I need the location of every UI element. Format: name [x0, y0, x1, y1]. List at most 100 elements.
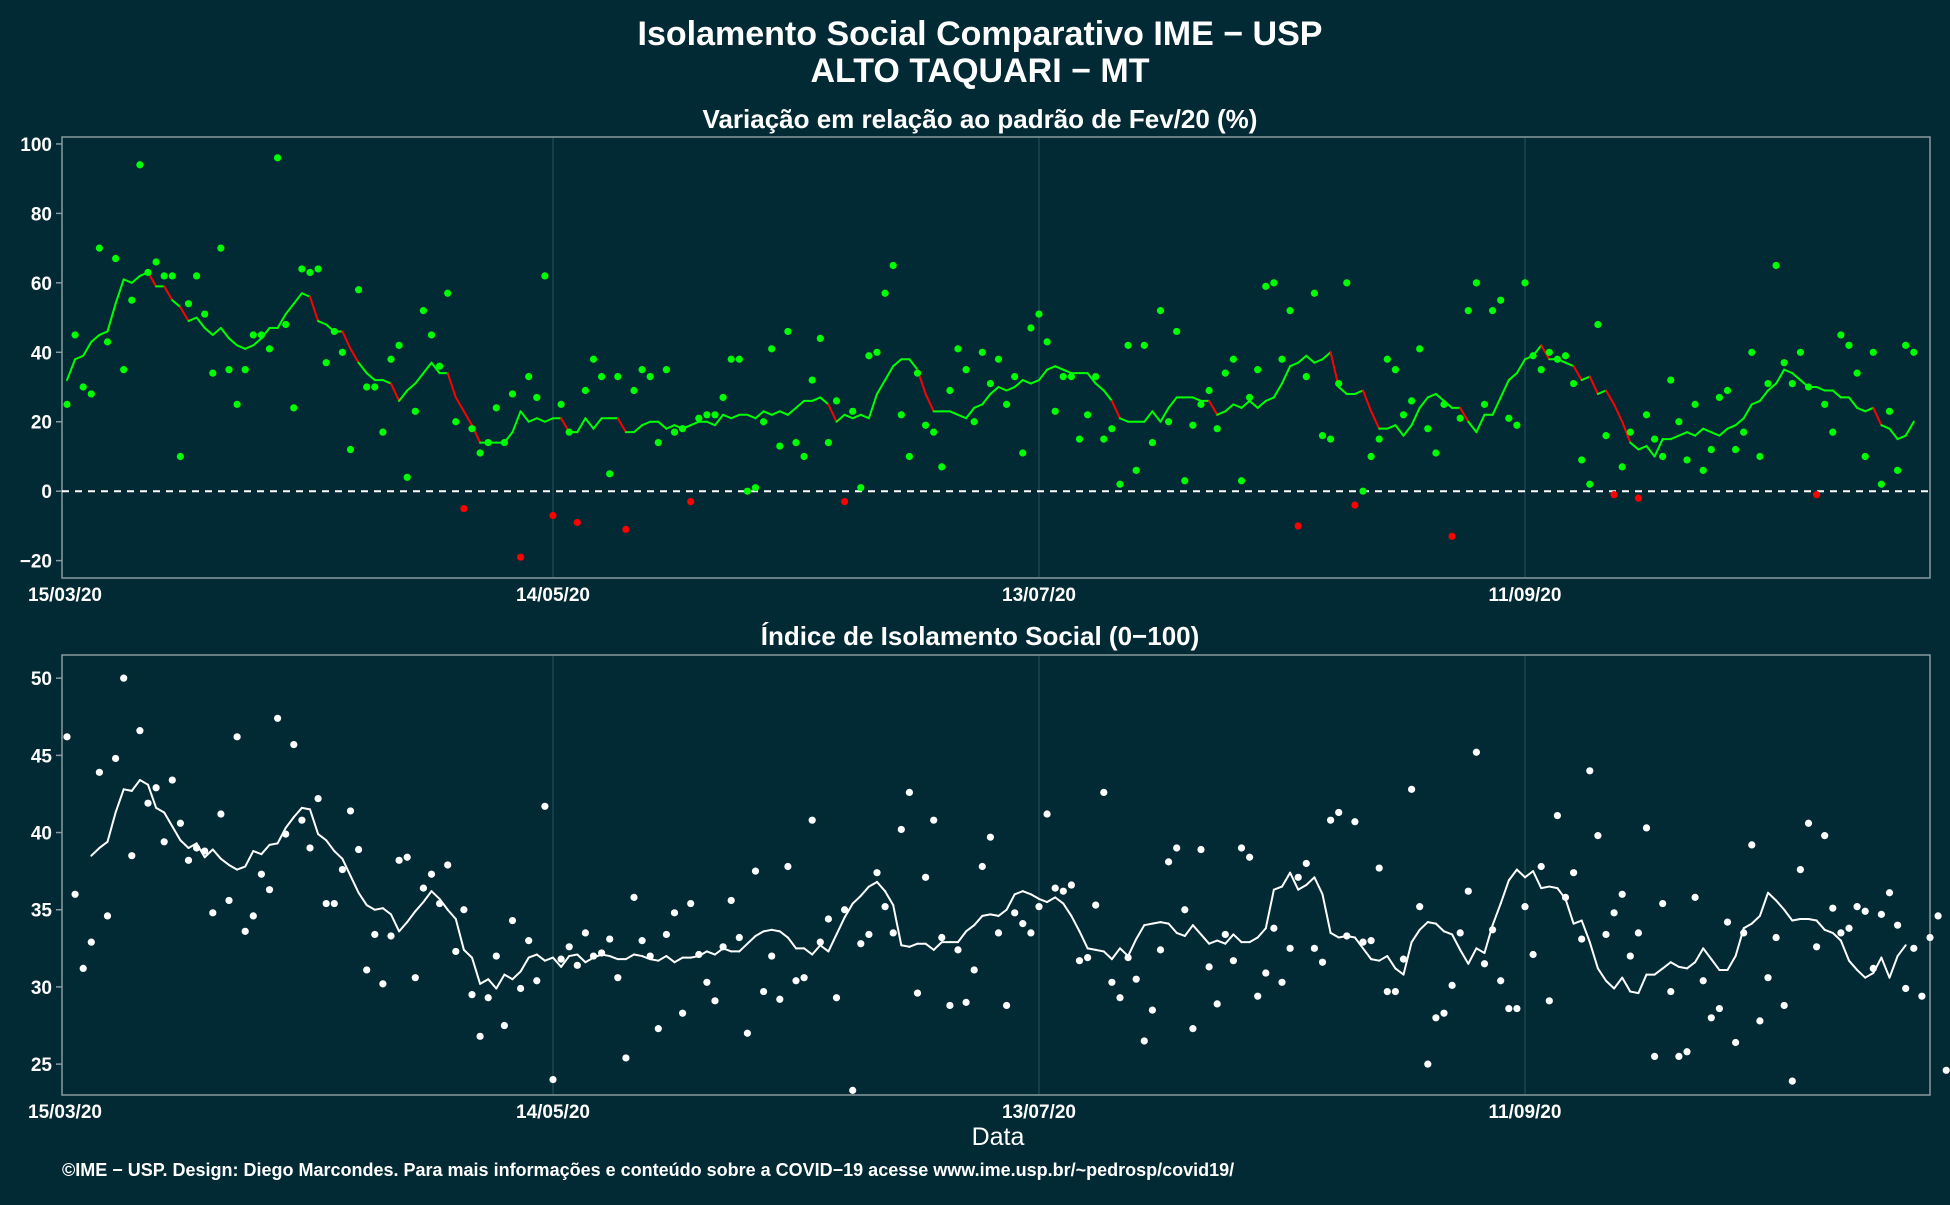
data-point [71, 890, 79, 898]
data-point [1359, 938, 1367, 946]
data-point [136, 161, 144, 169]
data-point [638, 366, 646, 374]
line-segment [576, 953, 587, 964]
data-point [1642, 411, 1651, 419]
data-point [1335, 379, 1343, 388]
line-segment [1815, 919, 1826, 931]
data-point [484, 438, 492, 447]
data-point [1132, 466, 1140, 474]
line-segment [82, 340, 93, 357]
line-segment [649, 958, 660, 962]
data-point [711, 411, 719, 419]
line-segment [349, 347, 360, 364]
line-segment [1394, 424, 1405, 437]
data-point [662, 366, 671, 374]
panel-variation: −20 0 20 40 60 80 100 15/03/20 14/05/20 13/07/20 1… [20, 135, 1931, 606]
data-point [1027, 929, 1035, 937]
data-point [824, 438, 833, 447]
line-segment [1256, 927, 1267, 939]
panel1-title: Variação em relação ao padrão de Fev/20 … [703, 104, 1258, 134]
data-point [1853, 369, 1861, 377]
data-point [1067, 881, 1075, 889]
data-point [598, 372, 606, 381]
data-point [152, 784, 160, 792]
line-segment [1629, 990, 1640, 995]
data-point [1189, 421, 1197, 429]
line-segment [1370, 410, 1381, 430]
data-point [1448, 532, 1456, 540]
line-segment [1507, 372, 1518, 382]
line-segment [535, 417, 546, 423]
data-point [1035, 310, 1043, 318]
line-segment [122, 278, 133, 284]
line-segment [390, 382, 401, 402]
line-segment [714, 413, 725, 427]
data-point [687, 498, 695, 506]
data-point [541, 272, 549, 280]
data-point [184, 300, 193, 308]
data-point [355, 845, 363, 854]
data-point [1497, 977, 1505, 985]
data-point [1740, 929, 1748, 937]
data-point [1723, 918, 1732, 926]
data-point [784, 327, 792, 336]
data-point [1246, 853, 1254, 861]
y-tick-label-0: 25 [31, 1055, 53, 1076]
line-segment [876, 880, 887, 893]
line-segment [1856, 406, 1867, 413]
line-segment [924, 392, 935, 413]
data-point [1894, 466, 1902, 474]
data-point [1521, 279, 1529, 287]
line-segment [819, 944, 830, 953]
line-segment [1402, 424, 1413, 437]
data-point [1351, 818, 1359, 826]
data-point [614, 974, 622, 982]
line-segment [1451, 933, 1462, 951]
line-segment [1216, 939, 1227, 945]
line-segment [1297, 354, 1308, 364]
data-point [1124, 341, 1132, 349]
line-segment [195, 316, 206, 329]
line-segment [228, 337, 239, 347]
line-segment [414, 901, 425, 913]
data-points [63, 674, 1950, 1094]
data-point [1732, 445, 1740, 454]
data-point [176, 819, 184, 827]
line-segment [260, 843, 271, 856]
line-segment [746, 413, 757, 420]
data-point [978, 348, 986, 356]
line-segment [1645, 445, 1656, 458]
line-segment [1621, 976, 1632, 993]
data-point [1432, 1014, 1440, 1022]
data-point [1675, 1052, 1683, 1061]
data-point [1027, 324, 1035, 332]
data-point [1383, 355, 1391, 363]
data-point [1699, 977, 1707, 985]
line-segment [665, 424, 676, 430]
data-point [71, 331, 79, 339]
data-point [598, 949, 606, 957]
line-segment [203, 848, 214, 859]
line-segment [1564, 361, 1575, 368]
data-point [257, 331, 265, 339]
y-tick-label-3: 40 [31, 343, 52, 364]
data-point [87, 390, 95, 398]
line-segment [981, 392, 992, 406]
line-segment [300, 292, 311, 298]
data-point [444, 289, 452, 297]
data-point [1011, 909, 1019, 917]
data-point [1278, 355, 1286, 363]
data-point [1586, 767, 1594, 775]
line-segment [1775, 899, 1786, 911]
data-point [954, 946, 962, 954]
line-segment [1183, 924, 1194, 937]
data-point [994, 355, 1003, 363]
line-segment [454, 918, 465, 951]
data-point [1456, 929, 1464, 937]
data-point [1861, 452, 1869, 461]
data-point [95, 768, 103, 776]
line-segment [1459, 948, 1470, 965]
data-point [776, 442, 784, 450]
line-segment [892, 904, 903, 947]
data-point [1019, 449, 1027, 457]
